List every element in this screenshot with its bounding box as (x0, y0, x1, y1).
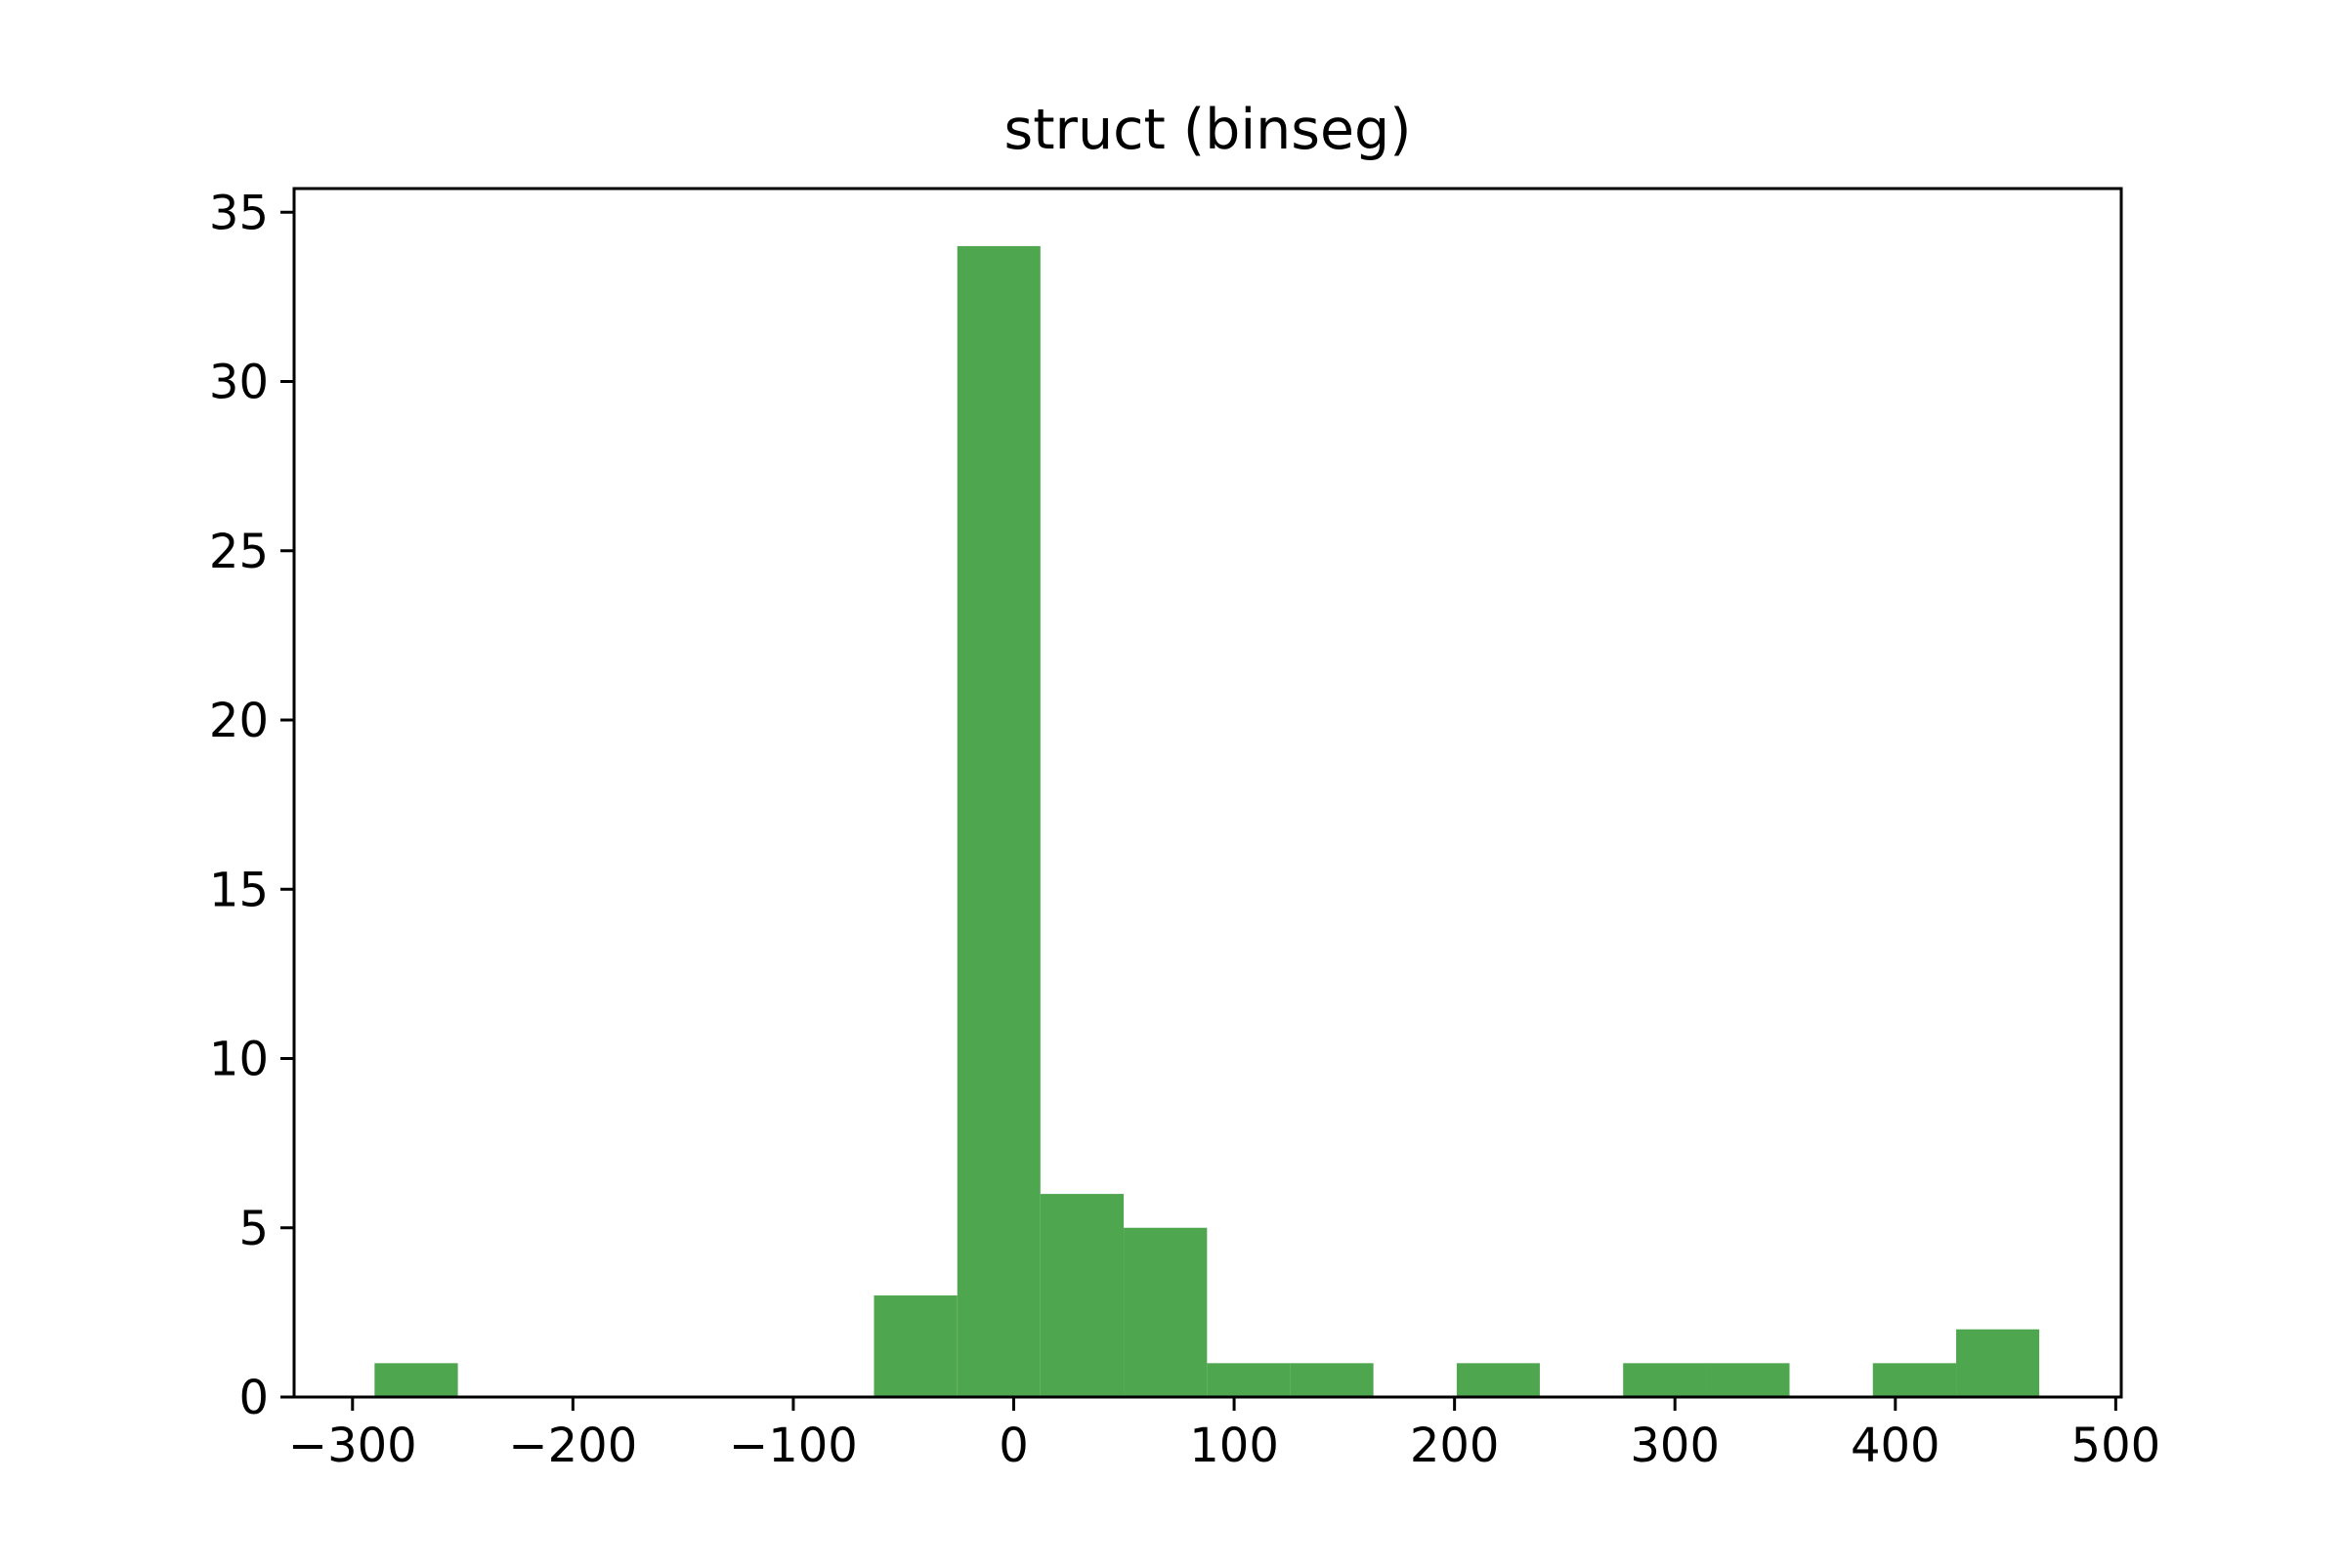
x-tick-label: 300 (1630, 1419, 1720, 1473)
histogram-bar (1872, 1363, 1957, 1397)
histogram-bar (1207, 1363, 1291, 1397)
histogram-bar (1706, 1363, 1790, 1397)
histogram-bar (1956, 1329, 2040, 1397)
histogram-bar (874, 1295, 958, 1397)
y-tick-label: 20 (209, 694, 269, 748)
x-tick-label: −100 (729, 1419, 858, 1473)
x-tick-label: 100 (1189, 1419, 1279, 1473)
x-tick-label: −300 (288, 1419, 417, 1473)
x-tick-label: 500 (2071, 1419, 2161, 1473)
y-tick-label: 35 (209, 186, 269, 240)
histogram-bar (1124, 1227, 1208, 1397)
histogram-bar (957, 245, 1041, 1397)
x-tick-label: 200 (1410, 1419, 1500, 1473)
histogram-bar (1456, 1363, 1540, 1397)
histogram-bar (1040, 1194, 1125, 1397)
y-axis: 0 5 10 15 20 25 30 35 (209, 186, 294, 1425)
chart-title: struct (binseg) (1004, 98, 1412, 162)
x-tick-label: 400 (1851, 1419, 1940, 1473)
histogram-bar (1290, 1363, 1374, 1397)
bars-group (374, 245, 2040, 1397)
x-tick-label: 0 (999, 1419, 1029, 1473)
y-tick-label: 30 (209, 356, 269, 410)
y-tick-label: 25 (209, 525, 269, 579)
plot-frame (292, 187, 2123, 1399)
y-tick-label: 15 (209, 863, 269, 917)
histogram-bar (374, 1363, 458, 1397)
y-tick-label: 5 (238, 1202, 269, 1256)
y-tick-label: 0 (238, 1371, 269, 1425)
y-tick-label: 10 (209, 1033, 269, 1087)
histogram-bar (1623, 1363, 1707, 1397)
x-tick-label: −200 (508, 1419, 637, 1473)
x-axis: −300 −200 −100 0 100 200 300 400 500 (288, 1397, 2160, 1473)
